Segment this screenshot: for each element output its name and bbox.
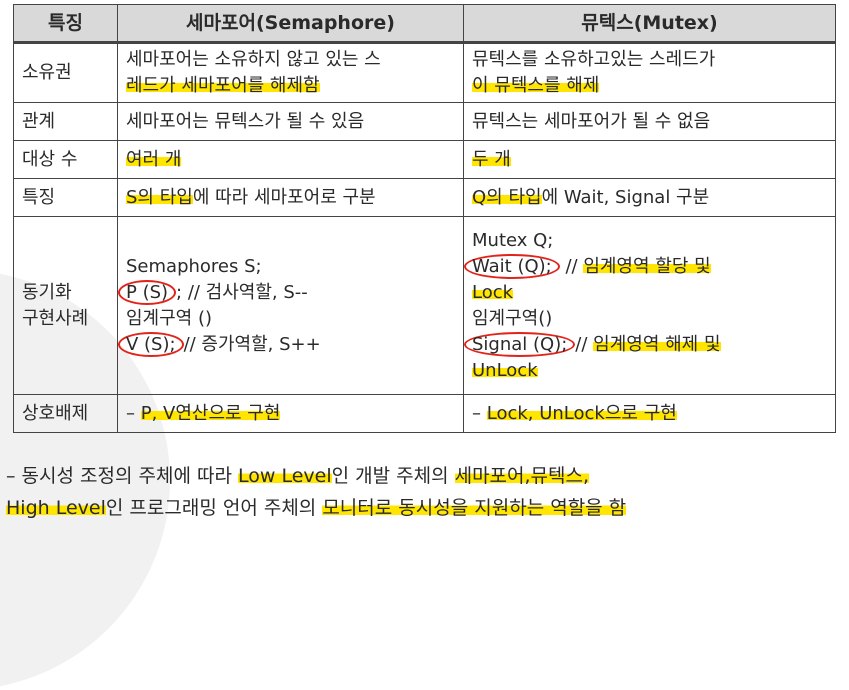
cell-sem-ownership: 세마포어는 소유하지 않고 있는 스 레드가 세마포어를 해제함 (117, 42, 464, 103)
sem-sync-p: P (S); // 검사역할, S-- (118, 279, 455, 306)
highlight: 임계영역 해제 및 (593, 333, 721, 355)
highlight: 이 뮤텍스를 해제 (472, 75, 600, 96)
highlight: 두 개 (472, 148, 511, 170)
row-relation: 관계 세마포어는 뮤텍스가 될 수 있음 뮤텍스는 세마포어가 될 수 없음 (13, 102, 836, 141)
mut-ownership-line2: 이 뮤텍스를 해제 (472, 73, 827, 99)
cell-sem-mutex-excl: – P, V연산으로 구현 (117, 394, 464, 433)
mut-sync-decl: Mutex Q; (472, 229, 554, 251)
comparison-table: 특징 세마포어(Semaphore) 뮤텍스(Mutex) 소유권 세마포어는 … (13, 4, 836, 433)
header-mutex: 뮤텍스(Mutex) (463, 4, 836, 43)
highlight: Lock (472, 281, 514, 303)
label-sync: 동기화 구현사례 (13, 216, 118, 395)
label-mutual-exclusion: 상호배제 (13, 394, 118, 433)
mut-sync-cs: 임계구역() (472, 307, 553, 329)
cell-mut-ownership: 뮤텍스를 소유하고있는 스레드가 이 뮤텍스를 해제 (463, 42, 836, 103)
row-mutual-exclusion: 상호배제 – P, V연산으로 구현 – Lock, UnLock으로 구현 (13, 394, 836, 433)
sem-excl-prefix: – (126, 402, 141, 424)
cell-mut-mutex-excl: – Lock, UnLock으로 구현 (463, 394, 836, 433)
footer-note: – 동시성 조정의 주체에 따라 Low Level인 개발 주체의 세마포어,… (6, 460, 627, 524)
header-semaphore: 세마포어(Semaphore) (117, 4, 464, 43)
cell-sem-sync: Semaphores S; P (S); // 검사역할, S-- 임계구역 (… (117, 216, 464, 395)
table-header-row: 특징 세마포어(Semaphore) 뮤텍스(Mutex) (13, 4, 836, 43)
highlight: P, V연산으로 구현 (140, 402, 281, 424)
highlight: 레드가 세마포어를 해제함 (126, 75, 320, 96)
row-sync: 동기화 구현사례 Semaphores S; P (S); // 검사역할, S… (13, 216, 836, 395)
label-ownership: 소유권 (13, 42, 118, 103)
highlight: Lock, UnLock으로 구현 (486, 402, 677, 424)
row-ownership: 소유권 세마포어는 소유하지 않고 있는 스 레드가 세마포어를 해제함 뮤텍스… (13, 42, 836, 103)
row-feature: 특징 S의 타입에 따라 세마포어로 구분 Q의 타입에 Wait, Signa… (13, 178, 836, 217)
cell-sem-feature: S의 타입에 따라 세마포어로 구분 (117, 178, 464, 217)
footer-line2: High Level인 프로그래밍 언어 주체의 모니터로 동시성을 지원하는 … (6, 492, 627, 524)
row-count: 대상 수 여러 개 두 개 (13, 140, 836, 179)
label-count: 대상 수 (13, 140, 118, 179)
mut-sync-wait: Wait (Q); // 임계영역 할당 및 (464, 253, 827, 280)
mut-sync-signal: Signal (Q);// 임계영역 해제 및 (464, 331, 827, 358)
label-relation: 관계 (13, 102, 118, 141)
sem-v-rest: // 증가역할, S++ (183, 333, 321, 355)
sem-ownership-line2: 레드가 세마포어를 해제함 (126, 73, 455, 99)
highlight: 세마포어,뮤텍스, (454, 465, 590, 487)
wait-call-circle: Wait (Q); (464, 253, 560, 279)
v-call-circle: V (S); (118, 331, 184, 357)
mut-sync-unlock: UnLock (472, 358, 827, 384)
mut-feature-rest: 에 Wait, Signal 구분 (541, 186, 710, 208)
highlight: 여러 개 (126, 148, 182, 170)
footer-text: 인 프로그래밍 언어 주체의 (105, 497, 323, 519)
sem-p-rest: ; // 검사역할, S-- (176, 281, 308, 303)
footer-text: 인 개발 주체의 (331, 465, 455, 487)
highlight: 모니터로 동시성을 지원하는 역할을 함 (322, 497, 627, 519)
cell-sem-relation: 세마포어는 뮤텍스가 될 수 있음 (117, 102, 464, 141)
label-feature: 특징 (13, 178, 118, 217)
highlight: High Level (6, 497, 106, 519)
highlight: 임계영역 할당 및 (583, 255, 711, 277)
p-call-circle: P (S) (118, 279, 177, 305)
sem-feature-rest: 에 따라 세마포어로 구분 (192, 186, 376, 208)
highlight: Low Level (237, 465, 332, 487)
highlight: Q의 타입 (472, 186, 542, 208)
footer-text: – 동시성 조정의 주체에 따라 (6, 465, 238, 487)
highlight: S의 타입 (126, 186, 193, 208)
cell-mut-count: 두 개 (463, 140, 836, 179)
mut-signal-sep: // (575, 333, 594, 355)
header-feature: 특징 (13, 4, 118, 43)
mut-sync-lock: Lock (472, 280, 827, 306)
label-sync-line2: 구현사례 (22, 307, 89, 329)
sem-sync-v: V (S);// 증가역할, S++ (118, 331, 455, 358)
mut-excl-prefix: – (472, 402, 487, 424)
signal-call-circle: Signal (Q); (464, 331, 576, 357)
highlight: UnLock (472, 359, 538, 381)
footer-line1: – 동시성 조정의 주체에 따라 Low Level인 개발 주체의 세마포어,… (6, 460, 626, 492)
mut-ownership-line1: 뮤텍스를 소유하고있는 스레드가 (472, 49, 716, 70)
label-sync-line1: 동기화 (22, 281, 72, 303)
cell-sem-count: 여러 개 (117, 140, 464, 179)
cell-mut-sync: Mutex Q; Wait (Q); // 임계영역 할당 및 Lock 임계구… (463, 216, 836, 395)
mut-wait-sep: // (559, 255, 584, 277)
sem-sync-cs: 임계구역 () (126, 307, 213, 329)
cell-mut-relation: 뮤텍스는 세마포어가 될 수 없음 (463, 102, 836, 141)
sem-ownership-line1: 세마포어는 소유하지 않고 있는 스 (126, 49, 381, 70)
cell-mut-feature: Q의 타입에 Wait, Signal 구분 (463, 178, 836, 217)
sem-sync-decl: Semaphores S; (126, 255, 262, 277)
